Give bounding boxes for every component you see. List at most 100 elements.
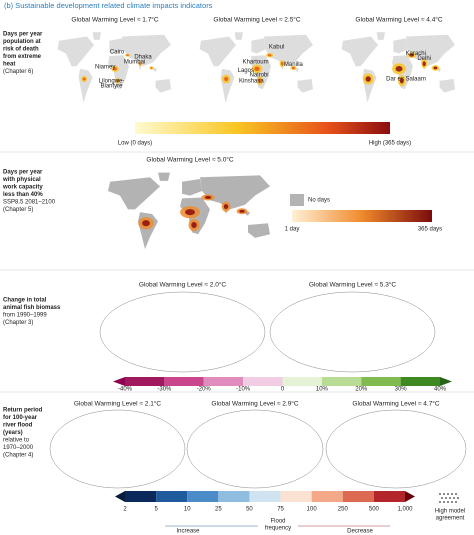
- city-label: Niamey: [95, 65, 115, 71]
- colorbar-tick: -20%: [197, 387, 212, 393]
- colorbar-segment: [125, 491, 157, 502]
- colorbar-segment: [156, 491, 188, 502]
- panel-label: animal fish biomass: [3, 305, 61, 311]
- panel-note: 1970–2000: [3, 445, 34, 451]
- map: [187, 28, 327, 113]
- colorbar-tick: 500: [369, 507, 380, 513]
- biomass-zone: [100, 332, 150, 348]
- flood-zone: [435, 458, 452, 469]
- panel-note: (Chapter 5): [3, 207, 33, 213]
- legend-label: Flood: [270, 519, 285, 525]
- stipple: [451, 493, 453, 495]
- flood-zone: [218, 456, 232, 465]
- impact-core: [254, 66, 260, 71]
- impact-core: [126, 54, 129, 56]
- flood-zone: [416, 424, 433, 435]
- city-label: Khartoum: [243, 60, 269, 66]
- map-frame: [50, 410, 185, 488]
- impact-core: [433, 66, 438, 70]
- panel-label: less than 40%: [3, 192, 43, 198]
- stipple: [457, 497, 459, 499]
- city-label: Cairo: [110, 49, 125, 55]
- flood-zone: [136, 437, 147, 445]
- colorbar-arrow: [115, 491, 125, 502]
- map-frame: [45, 28, 185, 113]
- stipple: [449, 497, 451, 499]
- city-label: Dhaka: [134, 54, 152, 60]
- stipple: [455, 493, 457, 495]
- colorbar-segment: [125, 377, 165, 386]
- panel-label: Return period: [3, 408, 43, 414]
- colorbar-arrow: [440, 377, 452, 386]
- colorbar-segment: [280, 491, 312, 502]
- flood-zone: [139, 426, 150, 434]
- city-label: Lilongwe-: [99, 78, 125, 84]
- flood-zone: [391, 447, 408, 458]
- stipple: [447, 501, 449, 503]
- legend-label: No days: [308, 198, 330, 204]
- land: [62, 414, 171, 479]
- colorbar-label: High (365 days): [369, 141, 411, 147]
- map-border: [325, 409, 467, 489]
- biomass-zone: [278, 359, 427, 369]
- impact-core: [258, 78, 262, 83]
- colorbar-segment: [249, 491, 281, 502]
- stipple: [451, 501, 453, 503]
- impact-core: [267, 54, 272, 57]
- city-label: Kinshasa: [239, 78, 264, 84]
- map: [49, 409, 186, 489]
- map-title: Global Warming Level ≈ 2.5°C: [213, 16, 301, 24]
- panel-note: (Chapter 3): [3, 320, 33, 326]
- stipple: [445, 497, 447, 499]
- impact-core: [142, 220, 150, 227]
- colorbar-tick: 1,000: [397, 507, 413, 513]
- map: [90, 168, 290, 260]
- colorbar-tick: 75: [277, 507, 284, 513]
- colorbar-label: 1 day: [285, 227, 300, 233]
- panel-note: relative to: [3, 438, 30, 444]
- legend-label: Decrease: [347, 529, 373, 535]
- map-border: [186, 409, 324, 489]
- colorbar-tick: -10%: [236, 387, 251, 393]
- ocean: [326, 410, 466, 488]
- map-frame: [90, 168, 290, 260]
- map-frame: [187, 28, 327, 113]
- impact-core: [116, 79, 119, 83]
- colorbar-tick: -40%: [118, 387, 133, 393]
- stipple: [447, 493, 449, 495]
- colorbar-segment: [164, 377, 204, 386]
- biomass-zone: [108, 359, 257, 369]
- panel-note: (Chapter 6): [3, 69, 33, 75]
- flood-zone: [252, 448, 266, 457]
- flood-zone: [356, 455, 373, 466]
- flood-zone: [207, 425, 221, 434]
- colorbar-tick: 100: [307, 507, 318, 513]
- colorbar-tick: 0: [281, 387, 285, 393]
- colorbar-arrow: [113, 377, 125, 386]
- colorbar-tick: 10%: [316, 387, 329, 393]
- colorbar-segment: [203, 377, 244, 386]
- panel-label: Change in total: [3, 298, 47, 304]
- map-title: Global Warming Level ≈ 2.9°C: [211, 400, 299, 408]
- colorbar-segment: [311, 491, 343, 502]
- colorbar-segment: [400, 377, 440, 386]
- flood-zone: [82, 457, 93, 465]
- city-label: Mumbai: [124, 60, 145, 66]
- city-label: Kabul: [269, 44, 284, 50]
- header-title: (b) Sustainable development related clim…: [4, 1, 213, 10]
- biomass-zone: [270, 332, 320, 348]
- impact-core: [422, 61, 426, 67]
- colorbar-tick: 5: [154, 507, 158, 513]
- city-label: Dar es Salaam: [386, 77, 426, 83]
- legend-label: High model: [435, 509, 465, 515]
- flood-zone: [346, 424, 363, 435]
- stipple: [455, 501, 457, 503]
- colorbar-segment: [187, 491, 219, 502]
- impact-core: [399, 77, 404, 84]
- legend-label: Increase: [176, 529, 200, 535]
- colorbar-segment: [361, 377, 401, 386]
- colorbar-segment: [218, 491, 250, 502]
- colorbar-tick: 40%: [434, 387, 447, 393]
- stipple: [439, 493, 441, 495]
- colorbar-segment: [243, 377, 283, 386]
